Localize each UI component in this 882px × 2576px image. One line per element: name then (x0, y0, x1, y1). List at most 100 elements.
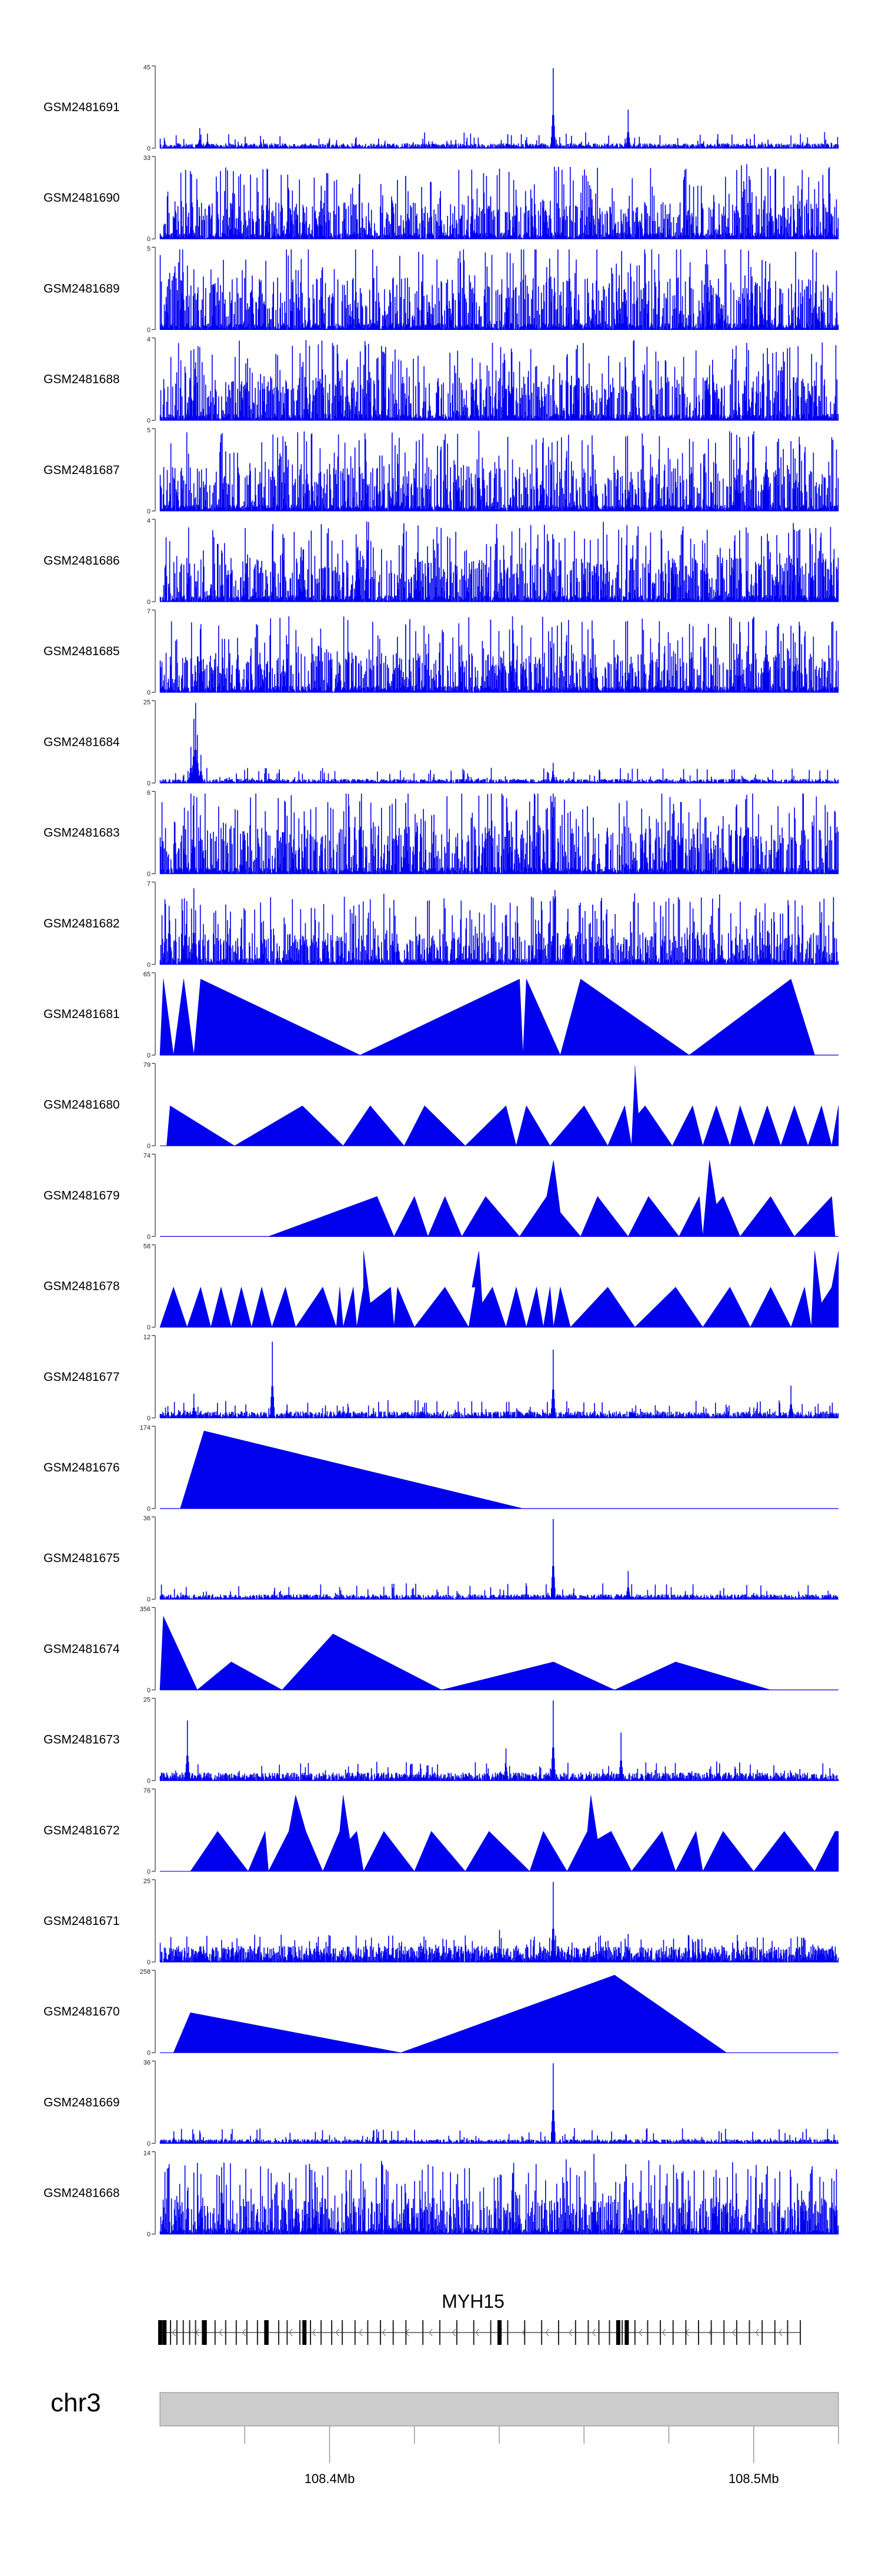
track-gsm2481669: GSM2481669 36 0 (44, 2059, 839, 2147)
track-label: GSM2481689 (44, 282, 120, 295)
signal-area (159, 249, 839, 330)
y-max-label: 76 (143, 1787, 151, 1794)
y-max-label: 36 (143, 1515, 151, 1522)
track-label: GSM2481670 (44, 2005, 120, 2018)
signal-area (159, 2154, 839, 2234)
signal-area (159, 1251, 839, 1327)
y-zero-label: 0 (147, 326, 151, 333)
coding-exon (162, 2320, 167, 2345)
track-label: GSM2481669 (44, 2095, 120, 2109)
track-label: GSM2481688 (44, 373, 120, 386)
signal-area (180, 1430, 523, 1509)
y-max-label: 12 (143, 1334, 151, 1341)
coding-exon (264, 2320, 269, 2345)
y-max-label: 6 (147, 790, 151, 797)
y-zero-label: 0 (147, 236, 151, 243)
strand-arrow (779, 2328, 783, 2337)
track-gsm2481676: GSM2481676 174 0 (44, 1424, 838, 1513)
chromosome-ideogram: chr3 108.4Mb 108.5Mb (51, 2388, 839, 2486)
strand-arrow (312, 2328, 316, 2337)
coding-exon (302, 2320, 307, 2345)
track-label: GSM2481668 (44, 2187, 120, 2200)
coding-exon (624, 2320, 629, 2345)
strand-arrow (662, 2328, 666, 2337)
track-gsm2481672: GSM2481672 76 0 (44, 1787, 839, 1876)
y-zero-label: 0 (147, 1233, 151, 1240)
track-gsm2481680: GSM2481680 79 0 (44, 1062, 839, 1150)
signal-area (159, 1616, 771, 1690)
strand-arrow (731, 2328, 736, 2337)
strand-arrow (289, 2328, 293, 2337)
track-label: GSM2481681 (44, 1007, 120, 1021)
y-zero-label: 0 (147, 1415, 151, 1422)
track-label: GSM2481671 (44, 1914, 120, 1928)
y-max-label: 14 (143, 2150, 151, 2157)
track-label: GSM2481676 (44, 1461, 120, 1474)
y-max-label: 5 (147, 245, 151, 252)
track-gsm2481691: GSM2481691 45 0 (44, 64, 839, 152)
track-label: GSM2481691 (44, 101, 120, 114)
y-zero-label: 0 (147, 1506, 151, 1513)
y-zero-label: 0 (147, 1052, 151, 1059)
signal-area (173, 1975, 727, 2053)
track-label: GSM2481680 (44, 1098, 120, 1112)
track-gsm2481687: GSM2481687 5 0 (44, 427, 839, 515)
track-gsm2481670: GSM2481670 258 0 (44, 1968, 838, 2057)
y-zero-label: 0 (147, 599, 151, 606)
signal-area (159, 521, 839, 602)
track-label: GSM2481687 (44, 463, 120, 477)
y-zero-label: 0 (147, 1324, 151, 1332)
track-label: GSM2481672 (44, 1824, 120, 1837)
coding-exon (202, 2320, 207, 2345)
y-max-label: 5 (147, 427, 151, 434)
signal-area (159, 1881, 839, 1963)
track-label: GSM2481675 (44, 1551, 120, 1565)
strand-arrow (592, 2328, 596, 2337)
track-gsm2481674: GSM2481674 356 0 (44, 1606, 838, 1694)
signal-area (159, 703, 839, 783)
signal-area (166, 1065, 839, 1146)
y-max-label: 58 (143, 1243, 151, 1250)
y-max-label: 7 (147, 608, 151, 615)
track-gsm2481685: GSM2481685 7 0 (44, 608, 839, 696)
strand-arrow (382, 2328, 386, 2337)
signal-area (159, 979, 815, 1056)
strand-arrow (429, 2328, 433, 2337)
y-max-label: 174 (140, 1424, 151, 1432)
track-gsm2481681: GSM2481681 65 0 (44, 971, 838, 1059)
signal-area (159, 2063, 839, 2144)
track-gsm2481673: GSM2481673 25 0 (44, 1697, 839, 1785)
signal-area (159, 340, 839, 421)
track-gsm2481682: GSM2481682 7 0 (44, 880, 839, 969)
coding-exon (616, 2320, 620, 2345)
gene-track: MYH15 (158, 2291, 801, 2345)
track-label: GSM2481686 (44, 554, 120, 568)
y-max-label: 79 (143, 1062, 151, 1069)
signal-area (190, 1795, 839, 1872)
strand-arrow (569, 2328, 573, 2337)
track-gsm2481668: GSM2481668 14 0 (44, 2150, 839, 2238)
y-max-label: 36 (143, 2059, 151, 2066)
strand-arrow (475, 2328, 479, 2337)
track-gsm2481679: GSM2481679 74 0 (44, 1152, 838, 1240)
strand-arrow (452, 2328, 456, 2337)
chromosome-label: chr3 (51, 2388, 101, 2417)
track-gsm2481678: GSM2481678 58 0 (44, 1243, 839, 1332)
y-zero-label: 0 (147, 2140, 151, 2147)
y-max-label: 258 (140, 1968, 151, 1976)
track-gsm2481688: GSM2481688 4 0 (44, 336, 839, 425)
signal-area (159, 68, 839, 149)
signal-area (159, 616, 839, 693)
strand-arrow (359, 2328, 363, 2337)
y-max-label: 65 (143, 971, 151, 978)
x-tick-label: 108.4Mb (305, 2471, 355, 2486)
track-gsm2481677: GSM2481677 12 0 (44, 1334, 839, 1422)
track-label: GSM2481673 (44, 1733, 120, 1747)
y-zero-label: 0 (147, 1596, 151, 1603)
y-zero-label: 0 (147, 1143, 151, 1150)
coding-exon (158, 2320, 162, 2345)
y-zero-label: 0 (147, 2050, 151, 2057)
coding-exon (497, 2320, 502, 2345)
track-gsm2481689: GSM2481689 5 0 (44, 245, 839, 333)
